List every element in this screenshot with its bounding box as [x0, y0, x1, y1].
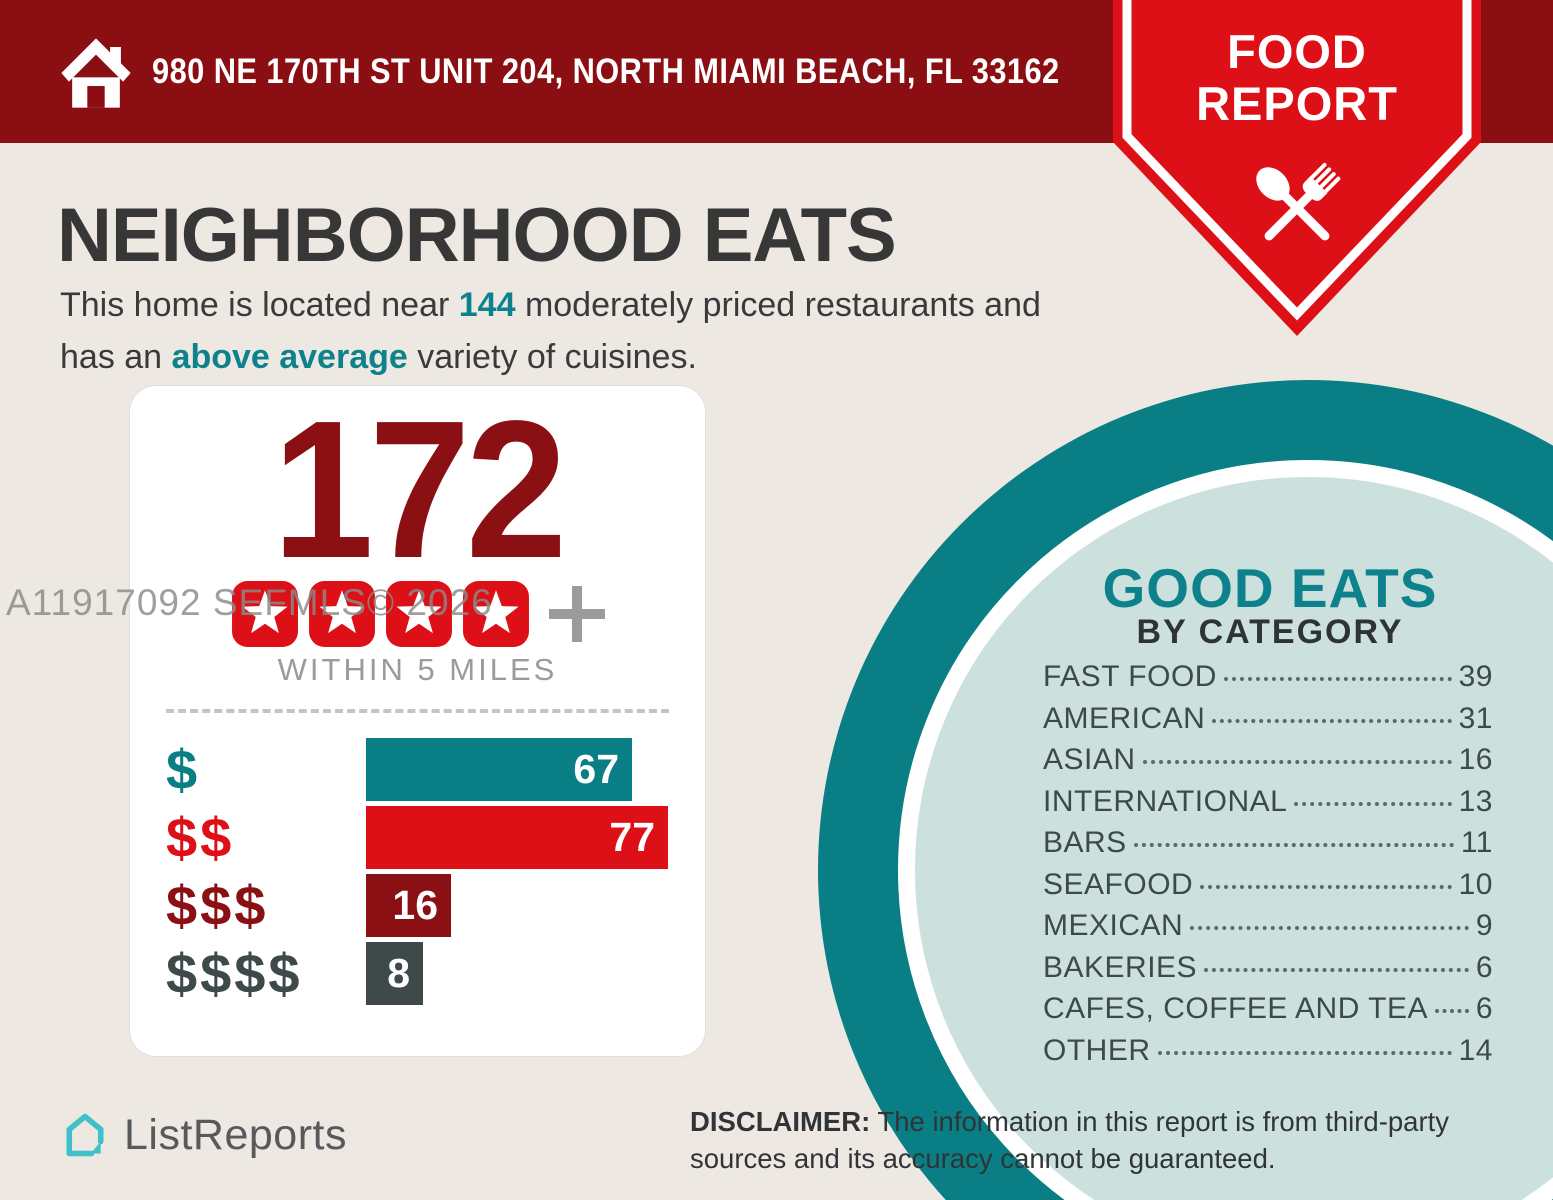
mls-watermark: A11917092 SEFMLS© 2026 — [6, 582, 493, 623]
category-label: AMERICAN — [1043, 701, 1206, 735]
ribbon-banner-shape — [1113, 0, 1481, 336]
category-label: OTHER — [1043, 1033, 1151, 1067]
dotted-leader — [1212, 718, 1452, 723]
category-value: 6 — [1475, 950, 1493, 984]
property-address: 980 NE 170TH ST UNIT 204, NORTH MIAMI BE… — [152, 51, 1060, 91]
page-title: NEIGHBORHOOD EATS — [57, 193, 897, 278]
price-level-label: $$$$ — [166, 942, 303, 1005]
category-label: FAST FOOD — [1043, 660, 1217, 693]
dotted-leader — [1223, 677, 1452, 681]
ribbon-line1: FOOD — [1227, 25, 1367, 78]
dotted-leader — [1435, 1009, 1469, 1013]
bar: 67 — [366, 738, 632, 801]
category-row: ASIAN 16 — [1043, 743, 1493, 776]
category-value: 6 — [1475, 992, 1493, 1025]
intro-highlight: above average — [171, 337, 408, 376]
dotted-leader — [1204, 967, 1469, 972]
bar-value: 16 — [392, 882, 438, 928]
category-label: BARS — [1043, 826, 1127, 859]
category-value: 31 — [1458, 701, 1493, 735]
category-value: 39 — [1458, 660, 1493, 693]
category-row: AMERICAN 31 — [1043, 701, 1493, 735]
dotted-leader — [1142, 760, 1452, 764]
bar-row: $$ 77 — [166, 806, 677, 869]
category-label: ASIAN — [1043, 743, 1136, 776]
category-label: INTERNATIONAL — [1043, 784, 1288, 818]
category-row: OTHER 14 — [1043, 1033, 1493, 1067]
price-bar-chart: $67 $$ 77 $$$ 16 $$$$ 8 — [166, 738, 677, 1005]
star-icon — [231, 581, 298, 647]
good-eats-subtitle: BY CATEGORY — [1136, 613, 1404, 651]
category-value: 9 — [1475, 909, 1493, 942]
category-row: INTERNATIONAL 13 — [1043, 784, 1493, 818]
category-row: CAFES, COFFEE AND TEA 6 — [1043, 992, 1493, 1025]
dotted-leader — [1294, 801, 1452, 806]
brand-name: ListReports — [124, 1110, 347, 1159]
price-level-label: $ — [166, 738, 201, 801]
category-label: CAFES, COFFEE AND TEA — [1043, 992, 1429, 1025]
listreports-brand: ListReports — [60, 1108, 347, 1162]
category-row: FAST FOOD 39 — [1043, 660, 1493, 693]
price-level-label: $$$ — [166, 874, 269, 937]
total-restaurant-count: 172 — [272, 380, 567, 599]
bar-row: $$$ 16 — [166, 874, 677, 937]
intro-pre: This home is located near — [60, 286, 459, 324]
dotted-leader — [1190, 926, 1469, 930]
category-row: BAKERIES 6 — [1043, 950, 1493, 984]
category-value: 16 — [1458, 743, 1493, 776]
bar: 77 — [366, 806, 668, 869]
house-icon — [61, 38, 131, 108]
category-label: BAKERIES — [1043, 950, 1198, 984]
disclaimer-label: DISCLAIMER: — [690, 1106, 871, 1137]
stars-row — [130, 580, 705, 648]
star-icon — [385, 581, 452, 647]
bar-row: $$$$ 8 — [166, 942, 677, 1005]
intro-post: variety of cuisines. — [407, 337, 697, 376]
bar-value: 8 — [387, 950, 410, 996]
spoon-fork-icon — [1256, 162, 1341, 241]
radius-caption: WITHIN 5 MILES — [277, 652, 558, 687]
category-value: 10 — [1458, 867, 1493, 901]
category-value: 11 — [1460, 826, 1493, 859]
dashed-divider — [166, 709, 669, 713]
bar-value: 67 — [573, 746, 619, 792]
category-value: 14 — [1458, 1033, 1493, 1067]
dotted-leader — [1200, 884, 1452, 889]
category-row: SEAFOOD 10 — [1043, 867, 1493, 901]
listreports-logo-icon — [66, 1113, 104, 1157]
restaurant-count: 144 — [458, 286, 516, 324]
dotted-leader — [1133, 843, 1454, 847]
category-list: FAST FOOD 39 AMERICAN 31 ASIAN 16 INTERNATIONA… — [1043, 660, 1493, 1077]
food-report-ribbon: FOOD REPORT — [1113, 0, 1481, 336]
bar-row: $67 — [166, 738, 677, 801]
category-value: 13 — [1458, 784, 1493, 818]
category-label: MEXICAN — [1043, 909, 1184, 942]
disclaimer-text: DISCLAIMER: The information in this repo… — [690, 1104, 1485, 1178]
plus-icon — [548, 586, 605, 642]
restaurant-summary-card: 172 WITHIN 5 MILES $67 $$ 77 $$$ 16 $$$$ 8 — [130, 386, 705, 1056]
category-label: SEAFOOD — [1043, 867, 1194, 901]
star-icon — [462, 581, 529, 647]
bar: 16 — [366, 874, 451, 937]
bar: 8 — [366, 942, 423, 1005]
ribbon-line2: REPORT — [1196, 76, 1398, 130]
category-row: MEXICAN 9 — [1043, 909, 1493, 942]
price-level-label: $$ — [166, 806, 235, 869]
star-icon — [308, 581, 375, 647]
category-row: BARS 11 — [1043, 826, 1493, 859]
dotted-leader — [1157, 1050, 1452, 1055]
intro-text: This home is located near 144 moderately… — [60, 280, 1090, 383]
disclaimer-body: The information in this report is from t… — [690, 1106, 1450, 1174]
intro-mid: moderately priced restaurants and has an — [60, 286, 1041, 376]
good-eats-title: GOOD EATS — [1102, 557, 1438, 619]
ribbon-title: FOOD REPORT — [1113, 26, 1481, 129]
bar-value: 77 — [609, 814, 655, 860]
